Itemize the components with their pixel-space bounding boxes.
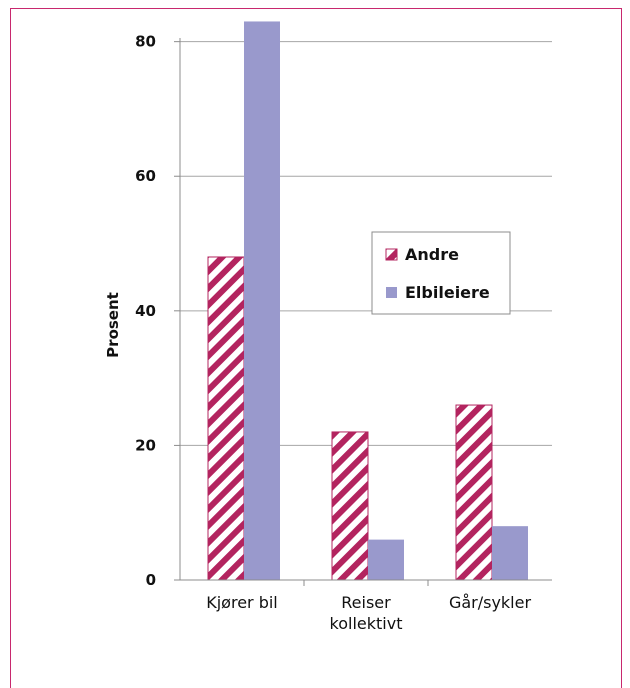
legend: Andre Elbileiere bbox=[371, 231, 511, 315]
bar-elbileiere-1 bbox=[368, 539, 404, 580]
legend-label-andre: Andre bbox=[405, 245, 459, 264]
bar-elbileiere-2 bbox=[492, 526, 528, 580]
y-tick-label: 20 bbox=[135, 436, 156, 454]
x-category-label: Kjører bil bbox=[206, 593, 278, 612]
y-axis-title: Prosent bbox=[104, 292, 122, 358]
y-tick-label: 40 bbox=[135, 302, 156, 320]
x-category-label: Går/sykler bbox=[449, 593, 532, 612]
y-tick-label: 80 bbox=[135, 33, 156, 51]
x-category-labels: Kjører bil Reiser kollektivt Går/sykler bbox=[206, 593, 531, 633]
chart-frame bbox=[10, 8, 622, 688]
y-tick-label: 60 bbox=[135, 167, 156, 185]
legend-box bbox=[371, 231, 511, 315]
x-category-label: Reiser bbox=[341, 593, 391, 612]
y-tick-label: 0 bbox=[146, 571, 156, 589]
y-tick-labels: 0 20 40 60 80 bbox=[135, 33, 156, 589]
bar-andre-0 bbox=[207, 256, 245, 581]
legend-label-elbileiere: Elbileiere bbox=[405, 283, 490, 302]
bar-elbileiere-0 bbox=[244, 21, 280, 581]
x-category-label: kollektivt bbox=[330, 614, 403, 633]
bars bbox=[207, 21, 528, 581]
bar-andre-1 bbox=[331, 431, 369, 581]
legend-swatch-andre bbox=[385, 248, 398, 261]
legend-swatch-elbileiere bbox=[386, 287, 397, 298]
axes bbox=[179, 38, 552, 586]
bar-andre-2 bbox=[455, 404, 493, 581]
